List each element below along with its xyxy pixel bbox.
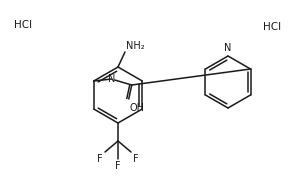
- Text: HCl: HCl: [14, 20, 32, 30]
- Text: HCl: HCl: [263, 22, 281, 32]
- Text: F: F: [115, 161, 121, 171]
- Text: N: N: [108, 74, 115, 84]
- Text: OH: OH: [130, 103, 145, 113]
- Text: NH₂: NH₂: [126, 41, 145, 51]
- Text: F: F: [97, 154, 103, 164]
- Text: N: N: [224, 43, 232, 53]
- Text: F: F: [133, 154, 139, 164]
